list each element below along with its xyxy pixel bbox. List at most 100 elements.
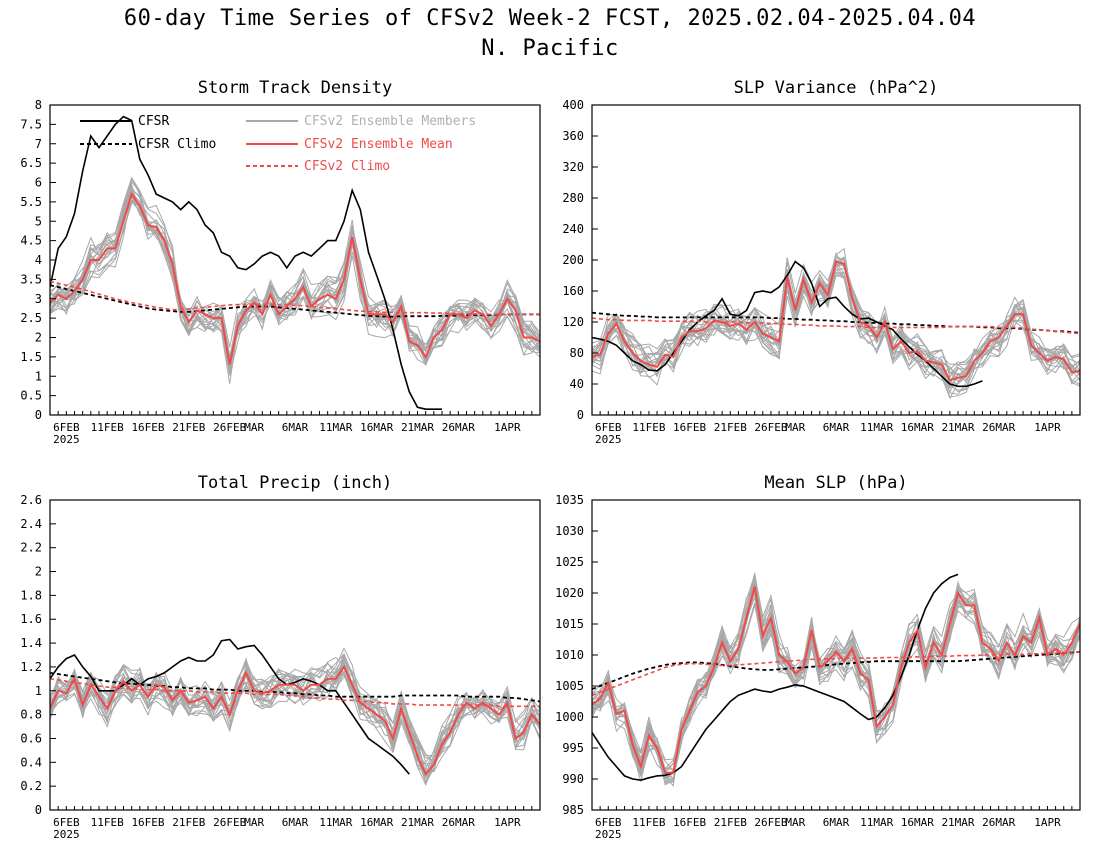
ensemble-member-line	[592, 583, 1080, 761]
ensemble-member-line	[592, 591, 1080, 770]
y-tick-label: 240	[562, 222, 584, 236]
ensemble-member-line	[592, 591, 1080, 785]
ensemble-mean-line	[50, 664, 540, 777]
ensemble-member-line	[592, 272, 1080, 386]
ensemble-member-line	[592, 578, 1080, 781]
y-tick-label: 5	[35, 214, 42, 228]
y-tick-label: 360	[562, 129, 584, 143]
y-tick-label: 400	[562, 98, 584, 112]
y-tick-label: 3.5	[20, 272, 42, 286]
plot-area	[592, 247, 1080, 400]
legend-cfsr-climo-label: CFSR Climo	[138, 137, 216, 152]
chart-panel-4: Mean SLP (hPa) 985 990 995 1000 1005 1010 1015 1…	[555, 473, 1081, 841]
x-tick-label: MAR	[785, 421, 805, 434]
x-tick-label: 6FEB	[53, 421, 80, 434]
plot-area	[50, 638, 540, 786]
x-tick-label: 11MAR	[860, 421, 893, 434]
x-tick-year-label: 2025	[53, 828, 80, 841]
cfsv2-climo-line	[592, 651, 1080, 697]
x-tick-label: 11MAR	[319, 816, 352, 829]
ensemble-member-line	[50, 178, 540, 365]
y-tick-label: 1025	[555, 555, 584, 569]
x-tick-label: 21FEB	[172, 816, 205, 829]
y-tick-label: 1010	[555, 648, 584, 662]
cfsv2-climo-line	[592, 317, 1080, 335]
y-tick-label: 1015	[555, 617, 584, 631]
x-tick-label: 26MAR	[982, 816, 1015, 829]
ensemble-mean-line	[50, 191, 540, 365]
legend-mean-label: CFSv2 Ensemble Mean	[304, 137, 453, 152]
x-tick-year-label: 2025	[53, 433, 80, 446]
y-tick-label: 1.8	[20, 588, 42, 602]
y-tick-label: 7	[35, 137, 42, 151]
ensemble-member-line	[592, 587, 1080, 781]
cfsr-line	[592, 260, 983, 388]
x-tick-label: 11FEB	[91, 816, 124, 829]
ensemble-member-line	[50, 663, 540, 775]
y-tick-label: 0.2	[20, 779, 42, 793]
chart-panel-3: Total Precip (inch) 0 0.2 0.4 0.6 0.8 1 1.2 1.4 1…	[20, 473, 541, 841]
y-tick-label: 1035	[555, 493, 584, 507]
chart-title: Total Precip (inch)	[198, 473, 392, 493]
plot-area	[50, 115, 540, 411]
plot-frame	[49, 104, 541, 416]
y-tick-label: 0	[35, 803, 42, 817]
ensemble-member-line	[50, 661, 540, 767]
x-tick-label: 6MAR	[282, 421, 309, 434]
x-tick-label: 11MAR	[860, 816, 893, 829]
ensemble-member-line	[50, 202, 540, 364]
y-tick-label: 0.4	[20, 755, 42, 769]
ensemble-member-line	[50, 200, 540, 360]
cfsv2-climo-line	[50, 678, 540, 708]
chart-title: Storm Track Density	[198, 78, 392, 98]
x-tick-label: 16MAR	[901, 421, 934, 434]
ensemble-member-line	[592, 590, 1080, 782]
x-tick-label: 11FEB	[632, 421, 665, 434]
x-tick-label: 6FEB	[595, 816, 622, 829]
y-tick-label: 2.5	[20, 311, 42, 325]
y-tick-label: 160	[562, 284, 584, 298]
ensemble-member-line	[50, 662, 540, 772]
x-tick-label: 11FEB	[632, 816, 665, 829]
x-tick-label: 21MAR	[401, 816, 434, 829]
y-tick-label: 2.2	[20, 541, 42, 555]
cfsr-line	[50, 115, 442, 411]
y-tick-label: 1.4	[20, 636, 42, 650]
ensemble-member-line	[592, 575, 1080, 782]
figure-title: 60-day Time Series of CFSv2 Week-2 FCST,…	[123, 6, 977, 31]
y-tick-label: 2	[35, 331, 42, 345]
chart-title: SLP Variance (hPa^2)	[734, 78, 939, 98]
y-tick-label: 8	[35, 98, 42, 112]
y-tick-label: 40	[570, 377, 584, 391]
y-tick-label: 6.5	[20, 156, 42, 170]
y-tick-label: 2	[35, 565, 42, 579]
y-tick-label: 1020	[555, 586, 584, 600]
y-tick-label: 1000	[555, 710, 584, 724]
x-tick-label: 16FEB	[131, 816, 164, 829]
ensemble-member-line	[50, 176, 540, 359]
legend-members-label: CFSv2 Ensemble Members	[304, 114, 476, 129]
ensemble-member-line	[592, 588, 1080, 786]
y-tick-label: 0	[577, 408, 584, 422]
ensemble-member-line	[592, 582, 1080, 780]
chart-title: Mean SLP (hPa)	[764, 473, 907, 493]
ensemble-member-line	[592, 574, 1080, 778]
y-tick-label: 4	[35, 253, 42, 267]
y-tick-label: 0.8	[20, 708, 42, 722]
x-tick-label: 21FEB	[172, 421, 205, 434]
y-tick-label: 0.5	[20, 389, 42, 403]
y-tick-label: 80	[570, 346, 584, 360]
ensemble-member-line	[592, 573, 1080, 770]
plot-frame	[49, 499, 541, 811]
cfsr-climo-line	[50, 284, 540, 318]
x-tick-year-label: 2025	[595, 828, 622, 841]
x-tick-label: 1APR	[1034, 421, 1061, 434]
y-tick-label: 1	[35, 684, 42, 698]
x-tick-label: 21MAR	[401, 421, 434, 434]
y-tick-label: 120	[562, 315, 584, 329]
x-tick-label: 1APR	[1034, 816, 1061, 829]
y-tick-label: 1	[35, 369, 42, 383]
cfsr-climo-line	[50, 672, 540, 703]
y-tick-label: 1.5	[20, 350, 42, 364]
ensemble-member-line	[50, 670, 540, 764]
